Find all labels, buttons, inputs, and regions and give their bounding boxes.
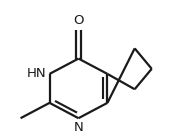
Text: N: N bbox=[74, 121, 83, 134]
Text: O: O bbox=[73, 14, 84, 27]
Text: HN: HN bbox=[26, 67, 46, 80]
